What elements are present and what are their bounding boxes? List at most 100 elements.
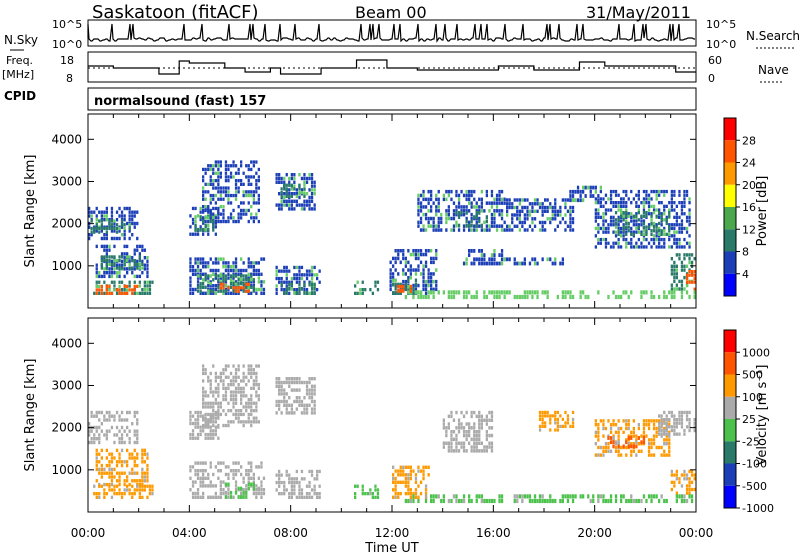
heatmap-cell — [133, 248, 136, 252]
heatmap-cell — [554, 414, 557, 418]
y-tick-label: 2000 — [51, 217, 82, 231]
heatmap-cell — [399, 469, 402, 473]
heatmap-cell — [652, 211, 656, 215]
heatmap-cell — [227, 491, 230, 496]
heatmap-cell — [498, 494, 501, 499]
heatmap-cell — [136, 410, 139, 415]
heatmap-cell — [245, 405, 248, 409]
heatmap-cell — [196, 476, 200, 480]
heatmap-cell — [663, 432, 666, 436]
heatmap-cell — [222, 383, 225, 387]
heatmap-cell — [138, 274, 141, 279]
heatmap-cell — [470, 249, 473, 253]
heatmap-cell — [612, 290, 615, 295]
heatmap-cell — [316, 473, 319, 477]
heatmap-cell — [93, 492, 96, 496]
heatmap-cell — [222, 205, 225, 209]
heatmap-cell — [209, 175, 212, 179]
heatmap-cell — [105, 206, 108, 211]
heatmap-cell — [240, 257, 243, 261]
heatmap-cell — [146, 463, 149, 468]
heatmap-cell — [419, 480, 423, 484]
heatmap-cell — [506, 205, 509, 210]
heatmap-cell — [685, 498, 689, 504]
heatmap-cell — [571, 410, 575, 414]
heatmap-cell — [609, 201, 613, 205]
heatmap-cell — [293, 411, 296, 415]
heatmap-cell — [204, 390, 207, 394]
heatmap-cell — [435, 256, 438, 261]
heatmap-cell — [255, 405, 258, 409]
heatmap-cell — [308, 207, 311, 211]
heatmap-cell — [437, 209, 440, 213]
heatmap-cell — [412, 252, 415, 257]
heatmap-cell — [108, 488, 111, 492]
heatmap-cell — [541, 224, 544, 228]
heatmap-cell — [462, 228, 466, 232]
heatmap-cell — [409, 491, 412, 496]
heatmap-cell — [592, 185, 595, 190]
heatmap-cell — [455, 220, 458, 225]
heatmap-cell — [622, 225, 625, 229]
heatmap-cell — [359, 288, 362, 292]
heatmap-cell — [194, 418, 197, 422]
heatmap-cell — [240, 281, 243, 286]
heatmap-cell — [376, 492, 380, 496]
heatmap-cell — [207, 206, 210, 211]
heatmap-cell — [417, 249, 420, 253]
heatmap-cell — [435, 212, 438, 217]
heatmap-cell — [650, 245, 653, 249]
heatmap-cell — [207, 190, 210, 194]
heatmap-cell — [493, 290, 496, 295]
heatmap-cell — [437, 290, 440, 295]
heatmap-cell — [485, 414, 488, 419]
heatmap-cell — [369, 488, 372, 492]
heatmap-cell — [217, 208, 220, 213]
heatmap-cell — [412, 249, 415, 253]
heatmap-cell — [430, 216, 433, 221]
heatmap-cell — [452, 418, 456, 422]
heatmap-cell — [242, 480, 245, 484]
heatmap-cell — [108, 271, 111, 275]
heatmap-cell — [427, 209, 430, 213]
heatmap-cell — [609, 245, 613, 249]
heatmap-cell — [103, 280, 106, 284]
heatmap-cell — [305, 176, 309, 181]
heatmap-cell — [212, 179, 215, 183]
heatmap-cell — [483, 445, 486, 449]
heatmap-cell — [602, 434, 605, 438]
heatmap-cell — [298, 377, 301, 381]
heatmap-cell — [133, 414, 136, 418]
heatmap-cell — [488, 224, 491, 228]
heatmap-cell — [614, 234, 618, 238]
heatmap-cell — [394, 469, 397, 473]
cpid-text: normalsound (fast) 157 — [94, 94, 266, 109]
heatmap-cell — [95, 291, 98, 295]
heatmap-cell — [232, 420, 235, 424]
heatmap-cell — [141, 475, 144, 479]
heatmap-cell — [298, 484, 301, 488]
heatmap-cell — [500, 253, 504, 257]
heatmap-cell — [194, 461, 197, 465]
heatmap-cell — [126, 244, 129, 249]
heatmap-cell — [625, 211, 628, 215]
heatmap-cell — [245, 375, 248, 379]
heatmap-cell — [298, 195, 301, 200]
heatmap-cell — [234, 375, 238, 379]
heatmap-cell — [202, 281, 205, 286]
heatmap-cell — [523, 261, 526, 266]
heatmap-cell — [688, 212, 691, 216]
heatmap-cell — [470, 228, 473, 232]
heatmap-cell — [250, 276, 253, 280]
heatmap-cell — [523, 294, 526, 300]
heatmap-cell — [394, 286, 397, 291]
heatmap-cell — [607, 442, 610, 446]
heatmap-cell — [650, 221, 653, 226]
heatmap-cell — [295, 192, 298, 196]
heatmap-cell — [394, 495, 397, 499]
power-colorbar-label: Power [dB] — [755, 176, 770, 247]
heatmap-cell — [538, 424, 542, 428]
heatmap-cell — [202, 405, 205, 409]
heatmap-cell — [427, 220, 430, 225]
heatmap-cell — [219, 495, 222, 499]
